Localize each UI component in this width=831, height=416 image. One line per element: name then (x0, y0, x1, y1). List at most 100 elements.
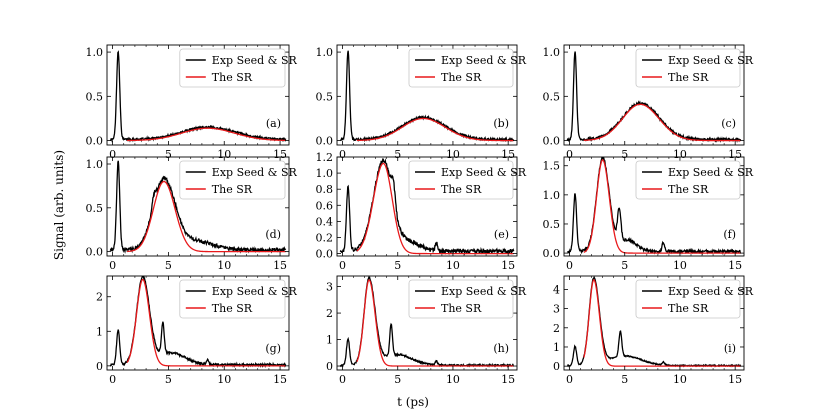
x-tick-label: 15 (728, 373, 742, 386)
legend-label-exp: Exp Seed & SR (668, 54, 754, 67)
x-tick-label: 5 (621, 259, 628, 272)
y-tick-label: 1.0 (86, 158, 104, 171)
series-exp-line (566, 51, 742, 144)
legend-box (179, 160, 286, 200)
y-tick-label: 1.0 (543, 46, 561, 59)
x-tick-label: 0 (566, 259, 573, 272)
y-tick-label: 1 (326, 334, 333, 347)
x-tick-label: 15 (501, 259, 515, 272)
legend-label-exp: Exp Seed & SR (212, 54, 298, 67)
series-theory-line (127, 180, 286, 253)
x-tick-label: 0 (109, 148, 116, 161)
panel-label: (d) (265, 228, 281, 241)
y-tick-label: 3 (553, 303, 560, 316)
legend-label-theory: The SR (441, 302, 482, 315)
x-tick-label: 0 (566, 148, 573, 161)
plot-frame (336, 156, 518, 257)
panel-label: (b) (493, 117, 509, 130)
legend-label-exp: Exp Seed & SR (441, 54, 527, 67)
subplot-d: 0 5 10 15 0.0 0.5 1.0 Exp Seed & SR The SR (d) (86, 156, 298, 272)
plot-frame (563, 44, 745, 146)
x-tick-label: 15 (501, 373, 515, 386)
x-tick-label: 5 (165, 148, 172, 161)
x-tick-label: 0 (339, 148, 346, 161)
y-tick-label: 2 (553, 322, 560, 335)
y-tick-label: 0.5 (543, 218, 561, 231)
panel-label: (c) (721, 117, 736, 130)
x-tick-label: 15 (273, 259, 287, 272)
legend-label-theory: The SR (668, 302, 709, 315)
y-tick-label: 0.0 (543, 135, 561, 148)
legend-label-theory: The SR (441, 71, 482, 84)
series-theory-line (356, 162, 514, 255)
series-theory-line (126, 278, 286, 367)
x-tick-label: 10 (673, 259, 687, 272)
series-theory-line (127, 127, 286, 142)
subplot-h: 0 5 10 15 0 1 2 3 Exp Seed & SR The SR (h) (326, 275, 527, 386)
panel-label: (g) (265, 342, 281, 355)
legend-label-theory: The SR (441, 183, 482, 196)
plot-frame (336, 275, 518, 371)
x-tick-label: 5 (621, 373, 628, 386)
legend-label-exp: Exp Seed & SR (441, 166, 527, 179)
series-theory-line (356, 117, 514, 142)
x-tick-label: 15 (501, 148, 515, 161)
legend-box (179, 279, 286, 319)
x-tick-label: 10 (446, 148, 460, 161)
legend-label-exp: Exp Seed & SR (668, 285, 754, 298)
y-tick-label: 2 (326, 307, 333, 320)
subplot-e: 0 5 10 15 0.0 0.2 0.4 0.6 0.8 1.0 1.2 Exp Seed & SR… (316, 151, 527, 272)
y-axis-label: Signal (arb. units) (52, 150, 66, 260)
plot-frame (563, 156, 745, 257)
x-tick-label: 15 (273, 148, 287, 161)
legend-label-theory: The SR (668, 71, 709, 84)
legend-box (179, 48, 286, 88)
x-tick-label: 5 (621, 148, 628, 161)
y-tick-label: 0.8 (316, 183, 334, 196)
legend-label-theory: The SR (212, 302, 253, 315)
legend-label-theory: The SR (668, 183, 709, 196)
x-tick-label: 10 (446, 259, 460, 272)
x-tick-label: 0 (339, 373, 346, 386)
y-tick-label: 1.0 (543, 189, 561, 202)
x-tick-label: 10 (446, 373, 460, 386)
series-theory-line (583, 103, 741, 142)
legend-label-theory: The SR (212, 183, 253, 196)
y-tick-label: 1 (553, 341, 560, 354)
x-tick-label: 10 (217, 373, 231, 386)
legend-label-exp: Exp Seed & SR (212, 166, 298, 179)
series-exp-line (339, 158, 515, 256)
plot-frame (106, 275, 290, 371)
plot-frame (336, 44, 518, 146)
x-tick-label: 15 (728, 259, 742, 272)
panel-label: (e) (494, 228, 509, 241)
y-tick-label: 1.0 (86, 46, 104, 59)
subplot-i: 0 5 10 15 0 1 2 3 4 Exp Seed & SR The SR (i) (553, 275, 754, 386)
panel-label: (f) (723, 228, 736, 241)
x-tick-label: 0 (109, 373, 116, 386)
x-tick-label: 10 (217, 259, 231, 272)
y-tick-label: 2 (96, 291, 103, 304)
series-theory-line (356, 279, 514, 367)
legend-label-exp: Exp Seed & SR (668, 166, 754, 179)
y-tick-label: 0.4 (316, 215, 334, 228)
y-tick-label: 0.0 (86, 135, 104, 148)
y-tick-label: 0.5 (86, 90, 104, 103)
series-theory-line (583, 159, 741, 254)
y-tick-label: 0 (326, 360, 333, 373)
y-tick-label: 0.5 (543, 90, 561, 103)
subplot-b: 0 5 10 15 0.0 0.5 1.0 Exp Seed & SR The SR (b) (316, 44, 527, 161)
subplot-f: 0 5 10 15 0.0 0.5 1.0 1.5 Exp Seed & SR The SR (f) (543, 156, 754, 272)
legend-label-exp: Exp Seed & SR (441, 285, 527, 298)
panel-label: (h) (493, 342, 509, 355)
subplot-a: 0 5 10 15 0.0 0.5 1.0 Exp Seed & SR The SR (a) (86, 44, 298, 161)
legend-label-exp: Exp Seed & SR (212, 285, 298, 298)
x-tick-label: 10 (673, 373, 687, 386)
y-tick-label: 3 (326, 281, 333, 294)
x-tick-label: 0 (339, 259, 346, 272)
y-tick-label: 0 (553, 360, 560, 373)
y-tick-label: 0.6 (316, 199, 334, 212)
y-tick-label: 0.5 (86, 202, 104, 215)
